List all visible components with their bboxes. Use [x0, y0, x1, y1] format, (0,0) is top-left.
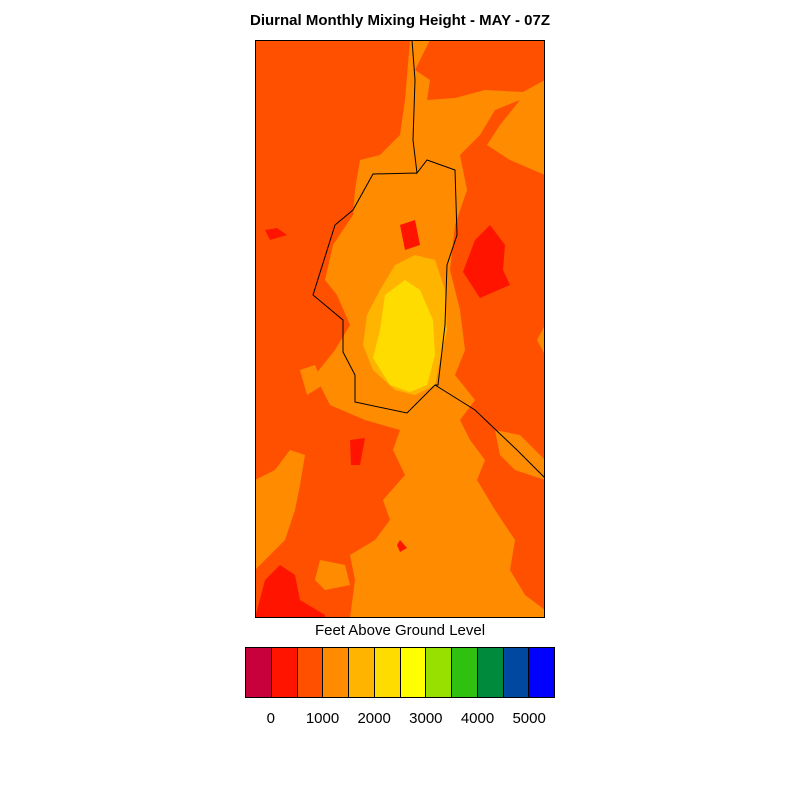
boundary-line-southeast	[434, 384, 545, 479]
colorbar-box	[374, 648, 401, 697]
colorbar	[245, 647, 555, 698]
field-red-southwest	[255, 565, 325, 618]
colorbar-label: Feet Above Ground Level	[314, 622, 486, 639]
colorbar-tick-label: 1000	[305, 710, 340, 727]
colorbar-tick-label: 3000	[409, 710, 443, 727]
colorbar-box	[529, 648, 554, 697]
field-orange-south-west	[315, 560, 350, 590]
colorbar-box	[400, 648, 427, 697]
field-orange-west-small	[300, 365, 323, 395]
colorbar-tick-label: 5000	[512, 710, 546, 727]
field-red-south	[350, 438, 365, 465]
colorbar-tick-label: 0	[266, 710, 275, 727]
field-red-south2	[397, 540, 407, 552]
colorbar-box	[246, 648, 272, 697]
field-2500	[373, 280, 435, 392]
field-red-east	[463, 225, 510, 298]
colorbar-tick-label: 2000	[357, 710, 391, 727]
field-orange-west	[255, 450, 305, 570]
colorbar-box	[452, 648, 478, 697]
colorbar-box	[271, 648, 298, 697]
colorbar-box	[503, 648, 530, 697]
map-title: Diurnal Monthly Mixing Height - MAY - 07…	[249, 12, 550, 29]
field-red-north	[400, 220, 420, 250]
colorbar-box	[323, 648, 349, 697]
map-frame	[255, 40, 545, 618]
colorbar-tick-label: 4000	[460, 710, 495, 727]
colorbar-box	[477, 648, 504, 697]
mixing-height-map	[255, 40, 545, 618]
colorbar-box	[426, 648, 452, 697]
field-orange-southeast	[495, 430, 545, 480]
field-orange-east	[537, 325, 545, 355]
colorbar-box	[349, 648, 375, 697]
field-red-west	[265, 228, 287, 240]
colorbar-ticks: 0 1000 2000 3000 4000 5000	[0, 710, 800, 732]
colorbar-box	[297, 648, 324, 697]
